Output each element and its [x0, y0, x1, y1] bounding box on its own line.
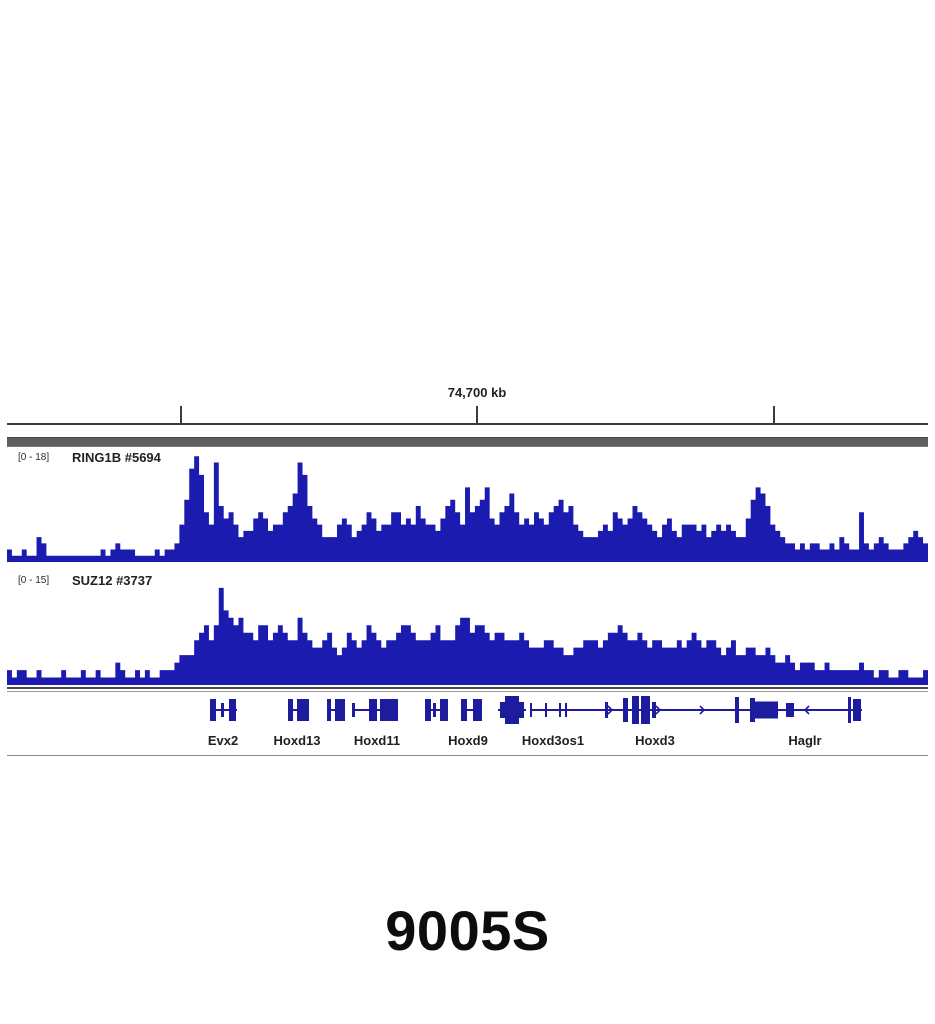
gene-label: Hoxd3os1	[521, 733, 585, 748]
exon-box	[297, 699, 309, 721]
exon-box	[210, 699, 216, 721]
gene-label: Evx2	[207, 733, 239, 748]
exon-box	[369, 699, 377, 721]
exon-box	[565, 703, 567, 717]
exon-box	[545, 703, 547, 717]
exon-box	[473, 699, 482, 721]
ruler-line	[7, 423, 928, 425]
exon-box	[786, 703, 794, 717]
exon-box	[652, 702, 656, 718]
gene-label: Hoxd11	[353, 733, 401, 748]
exon-box	[433, 703, 436, 717]
exon-box	[530, 703, 532, 717]
gene-glyph	[327, 699, 345, 721]
gene-label: Hoxd9	[448, 733, 488, 748]
exon-box	[853, 699, 861, 721]
exon-box	[735, 697, 739, 723]
exon-box	[750, 698, 755, 722]
strand-arrow-icon	[607, 705, 614, 715]
exon-box	[221, 703, 224, 717]
exon-box	[605, 702, 608, 718]
exon-box	[440, 699, 448, 721]
exon-box	[623, 698, 628, 722]
ring1b-signal-histogram	[7, 456, 928, 562]
gene-glyph	[622, 696, 736, 724]
ruler-ticks	[180, 406, 775, 425]
gene-panel-separator-dark	[7, 687, 928, 689]
exon-box	[505, 696, 519, 724]
track-range-label-suz12: [0 - 15]	[18, 575, 50, 586]
exon-box	[335, 699, 345, 721]
ruler-tick	[476, 406, 478, 425]
exon-box	[641, 696, 650, 724]
ruler-position-label: 74,700 kb	[447, 385, 507, 400]
signal-bars	[7, 587, 928, 685]
track-panel-divider	[7, 437, 928, 447]
exon-box	[229, 699, 236, 721]
exon-box	[632, 696, 639, 724]
gene-glyph	[210, 699, 237, 721]
exon-box	[755, 701, 778, 719]
gene-annotation-track	[210, 696, 862, 724]
gene-glyph	[352, 699, 398, 721]
gene-label: Haglr	[788, 733, 822, 748]
gene-glyph	[735, 697, 862, 723]
exon-box	[425, 699, 431, 721]
ruler-tick	[180, 406, 182, 425]
exon-box	[461, 699, 467, 721]
gene-panel-separator-light	[7, 691, 928, 692]
strand-arrow-icon	[699, 705, 706, 715]
exon-box	[327, 699, 331, 721]
track-range-label-ring1b: [0 - 18]	[18, 452, 50, 463]
strand-arrow-icon	[655, 705, 662, 715]
exon-box	[380, 699, 398, 721]
strand-arrow-icon	[803, 705, 810, 715]
gene-glyph	[461, 699, 482, 721]
ruler-tick	[773, 406, 775, 425]
exon-box	[559, 703, 561, 717]
gene-glyph	[498, 696, 526, 724]
exon-box	[288, 699, 293, 721]
signal-bars	[7, 456, 928, 562]
gene-label: Hoxd3	[635, 733, 675, 748]
suz12-signal-histogram	[7, 587, 928, 685]
gene-glyph	[288, 699, 309, 721]
catalog-number: 9005S	[385, 899, 550, 962]
gene-panel-bottom-border	[7, 755, 928, 756]
exon-box	[352, 703, 355, 717]
gene-label: Hoxd13	[273, 733, 321, 748]
track-name-suz12: SUZ12 #3737	[72, 573, 153, 588]
gene-glyph	[530, 702, 622, 718]
track-name-ring1b: RING1B #5694	[72, 450, 161, 465]
gene-glyph	[425, 699, 448, 721]
exon-box	[848, 697, 851, 723]
